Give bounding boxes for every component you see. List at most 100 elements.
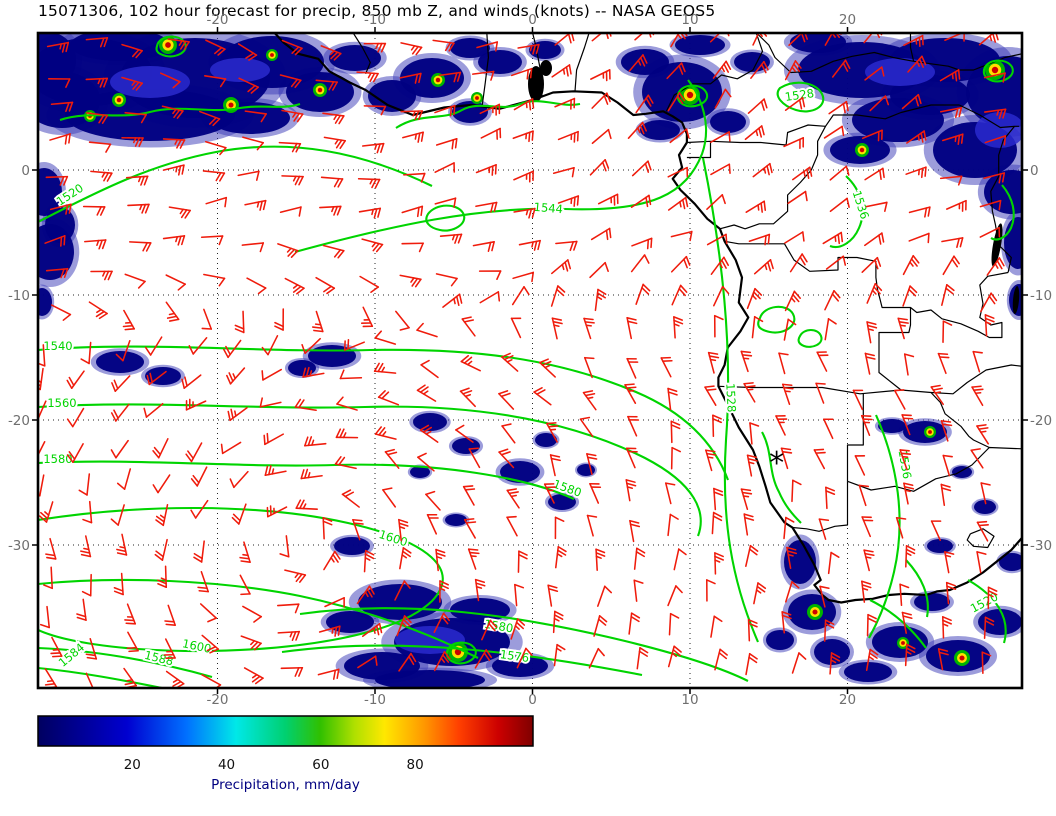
wind-barb [185, 442, 203, 463]
wind-barb [907, 55, 927, 73]
wind-barb [266, 505, 288, 518]
wind-barb [300, 468, 323, 480]
height-contour [38, 506, 444, 653]
wind-barb [295, 499, 318, 510]
wind-barb [168, 206, 191, 219]
wind-barb [512, 271, 535, 283]
axis-tick-label: 10 [681, 692, 698, 708]
wind-barb [322, 516, 333, 540]
wind-barb [972, 350, 983, 373]
wind-barb [50, 636, 63, 658]
wind-barb [481, 619, 498, 641]
wind-barb [277, 630, 301, 641]
height-contour [155, 35, 187, 58]
wind-barb [660, 356, 673, 378]
precip-layer [38, 33, 1022, 688]
height-contour [868, 414, 901, 639]
wind-barb [506, 488, 520, 509]
wind-barb [668, 612, 680, 636]
wind-barb [47, 78, 71, 88]
wind-barb [259, 397, 282, 408]
wind-barb [45, 267, 69, 279]
wind-barb [942, 320, 953, 343]
wind-barb [110, 504, 125, 526]
wind-barb [511, 286, 530, 306]
height-contour [990, 184, 1015, 241]
wind-barb [930, 520, 942, 542]
wind-barb [435, 137, 458, 150]
wind-barb [631, 237, 653, 250]
height-contour [797, 328, 823, 348]
wind-barb [49, 203, 72, 215]
wind-barb [322, 244, 345, 259]
wind-barb [710, 615, 723, 638]
wind-barb [895, 516, 907, 539]
wind-barb [713, 285, 730, 307]
wind-barb [980, 292, 998, 313]
wind-barb [590, 69, 611, 82]
wind-barb [82, 205, 106, 216]
wind-barb [190, 466, 208, 487]
wind-barb [940, 420, 953, 442]
wind-barb [165, 670, 185, 688]
wind-barb [234, 310, 245, 334]
wind-barb [80, 341, 92, 365]
country-border-path [910, 271, 1009, 339]
colorbar-tick-label: 20 [124, 757, 141, 773]
wind-barb [586, 453, 598, 476]
country-border-path [930, 392, 990, 449]
wind-barb [85, 637, 98, 660]
wind-barb [374, 330, 397, 345]
wind-barb [81, 573, 92, 597]
wind-barb [205, 140, 227, 156]
wind-barb [80, 535, 92, 558]
wind-barb [110, 439, 129, 459]
wind-barb [747, 618, 758, 642]
wind-barb [129, 241, 152, 252]
wind-barb [165, 301, 180, 322]
wind-barb [203, 273, 226, 287]
wind-barb [667, 585, 683, 607]
wind-barb [751, 315, 764, 339]
wind-barb [899, 583, 910, 607]
wind-barb [201, 308, 213, 330]
wind-barb [979, 199, 1002, 211]
wind-barb [906, 130, 927, 144]
wind-barb [930, 384, 944, 406]
wind-barb [517, 43, 540, 55]
contour-label: 1576 [499, 647, 530, 665]
wind-barb [986, 257, 1005, 276]
wind-barb [582, 390, 597, 411]
wind-barb [854, 455, 866, 476]
colorbar: 20 40 60 80 Precipitation, mm/day [37, 715, 534, 793]
wind-barb [740, 350, 753, 373]
wind-barb [279, 74, 302, 89]
country-border-path [755, 33, 1022, 74]
wind-barb [122, 309, 135, 331]
wind-barb [670, 230, 693, 242]
wind-barb [433, 612, 451, 634]
wind-barb [704, 385, 717, 406]
axis-tick-label: 20 [839, 12, 856, 28]
wind-barb [979, 226, 1001, 238]
wind-barb [745, 544, 759, 567]
wind-barb [829, 197, 850, 213]
wind-barb [908, 206, 931, 218]
wind-barb [550, 285, 566, 307]
wind-barb [939, 69, 961, 82]
wind-barb [984, 108, 1007, 120]
wind-barb [597, 585, 613, 607]
axis-tick-label: -10 [364, 692, 386, 708]
wind-barb [45, 537, 57, 560]
wind-barb [475, 164, 497, 176]
plot-frame [32, 27, 1028, 694]
wind-barb [434, 197, 457, 208]
wind-barb [667, 166, 689, 178]
wind-barb [162, 138, 186, 149]
wind-barb [903, 482, 915, 505]
height-contour [776, 81, 825, 113]
wind-barb [38, 344, 46, 367]
country-border-path [574, 33, 590, 92]
contour-label: 1536 [850, 189, 872, 221]
wind-barb [88, 141, 112, 153]
